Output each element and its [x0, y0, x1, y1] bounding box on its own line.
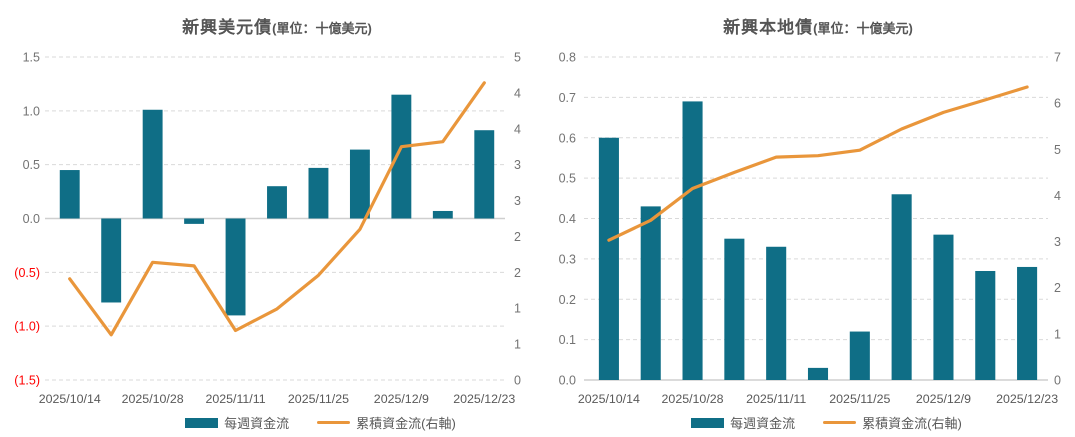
- legend-item-cumulative-flow: 累積資金流(右軸): [823, 413, 962, 432]
- chart-title-unit: (單位：十億美元): [813, 21, 913, 36]
- bar: [598, 137, 619, 380]
- right-axis-tick-label: 5: [1054, 143, 1061, 157]
- left-axis-tick-label: 0.6: [559, 131, 576, 145]
- bar-series-swatch-icon: [691, 417, 725, 428]
- right-axis-tick-label: 3: [1054, 235, 1061, 249]
- right-axis-tick-label: 4: [514, 86, 521, 100]
- chart-title-usd-bonds: 新興美元債(單位：十億美元): [49, 12, 505, 40]
- left-axis-tick-label: 0.0: [23, 212, 40, 226]
- x-axis-tick-label: 2025/12/9: [916, 392, 971, 406]
- left-axis-tick-label: 0.7: [559, 91, 576, 105]
- bar: [308, 167, 329, 219]
- chart-panel-local-bonds: 新興本地債(單位：十億美元) 0.8 0.7 0.6 0.5 0.4 0.3 0.2 0.1 0…: [538, 0, 1075, 437]
- legend: 每週資金流 累積資金流(右軸): [0, 413, 589, 432]
- legend-item-weekly-flow: 每週資金流: [691, 413, 795, 432]
- line-series-swatch-icon: [823, 421, 857, 424]
- chart-panel-usd-bonds: 新興美元債(單位：十億美元) 1.5 1.0 0.5 0.0 (0.5) (1.0) (1.…: [0, 0, 537, 437]
- x-axis-tick-label: 2025/11/11: [205, 392, 265, 406]
- right-axis-tick-label: 3: [514, 194, 521, 208]
- x-axis-tick-label: 2025/10/14: [578, 392, 640, 406]
- left-axis-tick-label: 0.0: [559, 374, 576, 388]
- x-axis-tick-label: 2025/10/14: [39, 392, 101, 406]
- bar: [766, 246, 787, 380]
- bar: [682, 101, 703, 380]
- bar: [59, 170, 80, 219]
- bar: [349, 149, 370, 219]
- x-axis-tick-label: 2025/11/25: [829, 392, 890, 406]
- left-axis-tick-label: 0.8: [559, 51, 576, 65]
- legend: 每週資金流 累積資金流(右軸): [538, 413, 1075, 432]
- local-bonds-combo-chart: 0.8 0.7 0.6 0.5 0.4 0.3 0.2 0.1 0.0 7 6 5 4 3 2 1 0 2025/…: [559, 51, 1061, 407]
- bar: [225, 218, 246, 316]
- cumulative-flow-line: [607, 85, 1029, 242]
- right-axis-tick-label: 0: [1054, 374, 1061, 388]
- bar: [391, 94, 412, 219]
- right-axis-tick-label: 2: [514, 266, 521, 280]
- x-axis-tick-label: 2025/11/11: [746, 392, 806, 406]
- right-axis-tick-label: 1: [514, 302, 521, 316]
- x-axis-tick-label: 2025/11/25: [288, 392, 349, 406]
- left-axis-tick-label: 1.0: [23, 104, 40, 118]
- x-axis-tick-label: 2025/12/23: [453, 392, 515, 406]
- right-axis-tick-label: 2: [1054, 281, 1061, 295]
- bar: [142, 109, 163, 219]
- bar: [640, 206, 661, 380]
- right-axis-tick-label: 5: [514, 51, 521, 65]
- legend-label-cumulative-flow: 累積資金流(右軸): [356, 416, 456, 431]
- bar: [474, 130, 495, 219]
- bar: [432, 210, 453, 219]
- left-axis-tick-label: 0.1: [559, 333, 576, 347]
- right-axis-tick-label: 3: [514, 158, 521, 172]
- left-axis-tick-label: 0.5: [23, 158, 40, 172]
- bar-series-swatch-icon: [185, 417, 219, 428]
- right-axis-tick-label: 1: [514, 338, 521, 352]
- bar: [184, 218, 205, 224]
- usd-bonds-combo-chart: 1.5 1.0 0.5 0.0 (0.5) (1.0) (1.5) 5 4 4 3 3 2 2 1 1 0 202…: [14, 51, 521, 407]
- legend-item-cumulative-flow: 累積資金流(右軸): [317, 413, 456, 432]
- left-axis-tick-label: 0.2: [559, 293, 576, 307]
- chart-title-main: 新興本地債: [723, 18, 814, 37]
- bar: [807, 367, 829, 380]
- bar: [933, 234, 954, 380]
- chart-title-main: 新興美元債: [182, 18, 273, 37]
- bar: [1017, 266, 1038, 380]
- left-axis-tick-label: 0.3: [559, 252, 576, 266]
- legend-item-weekly-flow: 每週資金流: [185, 413, 289, 432]
- left-axis-tick-label: (0.5): [14, 266, 40, 280]
- right-axis-tick-label: 6: [1054, 97, 1061, 111]
- left-axis-tick-label: (1.5): [14, 374, 40, 388]
- bar: [101, 218, 122, 303]
- bar: [975, 270, 996, 380]
- cumulative-flow-line: [68, 81, 486, 337]
- weekly-flow-bars: [59, 94, 495, 316]
- x-axis-tick-label: 2025/12/23: [996, 392, 1058, 406]
- right-axis-tick-label: 2: [514, 230, 521, 244]
- right-axis-tick-label: 4: [1054, 189, 1061, 203]
- bar: [267, 186, 287, 219]
- legend-label-weekly-flow: 每週資金流: [730, 416, 796, 431]
- legend-label-weekly-flow: 每週資金流: [224, 416, 290, 431]
- legend-label-cumulative-flow: 累積資金流(右軸): [862, 416, 962, 431]
- line-series-swatch-icon: [317, 421, 351, 424]
- left-axis-tick-label: 1.5: [23, 51, 40, 65]
- right-axis-tick-label: 7: [1054, 51, 1061, 65]
- bar: [891, 194, 912, 380]
- weekly-flow-bars: [598, 101, 1038, 380]
- right-axis-tick-label: 0: [514, 374, 521, 388]
- chart-title-local-bonds: 新興本地債(單位：十億美元): [588, 12, 1048, 40]
- left-axis-tick-label: (1.0): [14, 320, 40, 334]
- x-axis-tick-label: 2025/10/28: [122, 392, 184, 406]
- x-axis-tick-label: 2025/12/9: [374, 392, 429, 406]
- chart-title-unit: (單位：十億美元): [272, 21, 372, 36]
- right-axis-tick-label: 4: [514, 122, 521, 136]
- left-axis-tick-label: 0.5: [559, 172, 576, 186]
- x-axis-tick-label: 2025/10/28: [662, 392, 724, 406]
- bar: [724, 238, 745, 380]
- right-axis-tick-label: 1: [1054, 327, 1061, 341]
- left-axis-tick-label: 0.4: [559, 212, 576, 226]
- bar: [849, 331, 870, 380]
